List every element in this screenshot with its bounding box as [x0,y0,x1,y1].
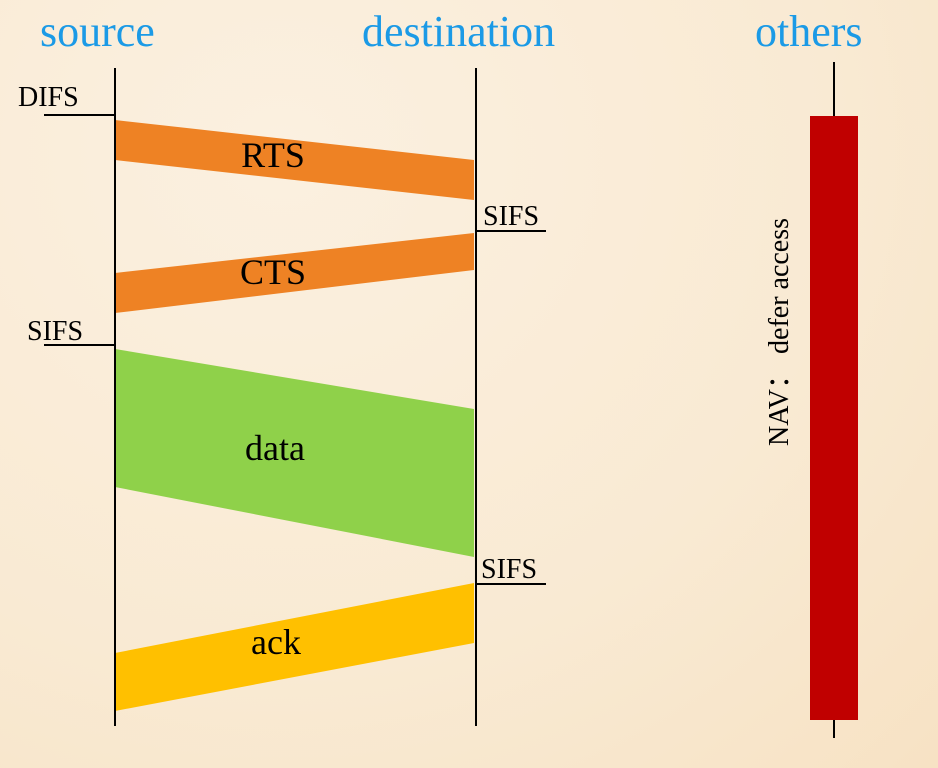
sifs-source-label: SIFS [27,316,83,347]
sifs-dest-2-label: SIFS [481,554,537,585]
rts-frame [115,120,474,200]
cts-frame [115,233,474,313]
sifs-dest-1-label: SIFS [483,201,539,232]
data-label: data [245,428,305,468]
nav-bar [810,116,858,720]
header-others: others [755,7,863,56]
header-source: source [40,7,155,56]
ack-frame [115,583,474,711]
nav-defer-access-label: NAV： defer access [764,218,795,446]
difs-label: DIFS [18,82,79,113]
cts-label: CTS [240,252,306,292]
data-frame [115,349,474,557]
rts-label: RTS [241,135,305,175]
ack-label: ack [251,622,301,662]
header-destination: destination [362,7,556,56]
